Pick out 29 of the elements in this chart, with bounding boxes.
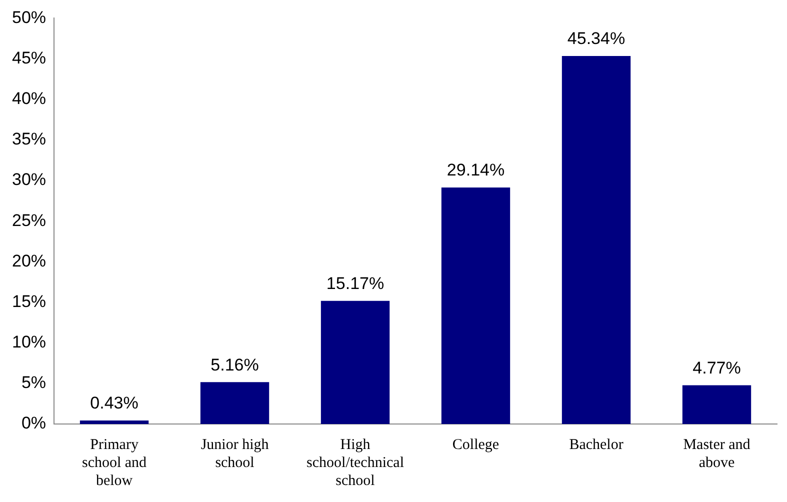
x-tick-label: High school/technical school bbox=[306, 436, 404, 489]
y-tick-label: 0% bbox=[21, 414, 46, 433]
data-label: 4.77% bbox=[692, 358, 741, 378]
y-tick-label: 45% bbox=[12, 48, 46, 68]
bar bbox=[80, 420, 149, 424]
data-label: 45.34% bbox=[567, 29, 626, 48]
bar bbox=[320, 300, 390, 424]
y-tick-label: 25% bbox=[12, 210, 46, 230]
y-tick-label: 20% bbox=[12, 251, 46, 270]
y-tick-label: 15% bbox=[12, 292, 46, 311]
bar bbox=[441, 188, 510, 424]
x-tick-label: Junior high school bbox=[200, 436, 270, 471]
data-label: 0.43% bbox=[90, 394, 138, 413]
bar bbox=[200, 382, 270, 424]
x-tick-label: Master and above bbox=[683, 436, 751, 471]
y-tick-label: 5% bbox=[21, 373, 46, 392]
x-tick-label: Primary school and below bbox=[82, 436, 148, 489]
data-label: 15.17% bbox=[326, 274, 384, 294]
data-label: 5.16% bbox=[210, 355, 259, 374]
y-tick-label: 40% bbox=[12, 89, 46, 108]
bar bbox=[562, 56, 631, 424]
y-tick-label: 35% bbox=[12, 130, 46, 149]
x-tick-label: Bachelor bbox=[569, 436, 624, 453]
bar bbox=[682, 385, 752, 424]
data-label: 29.14% bbox=[446, 160, 505, 180]
y-tick-label: 10% bbox=[12, 332, 46, 352]
y-tick-label: 30% bbox=[12, 170, 46, 190]
y-tick-label: 50% bbox=[12, 8, 46, 27]
x-tick-label: College bbox=[452, 436, 500, 453]
